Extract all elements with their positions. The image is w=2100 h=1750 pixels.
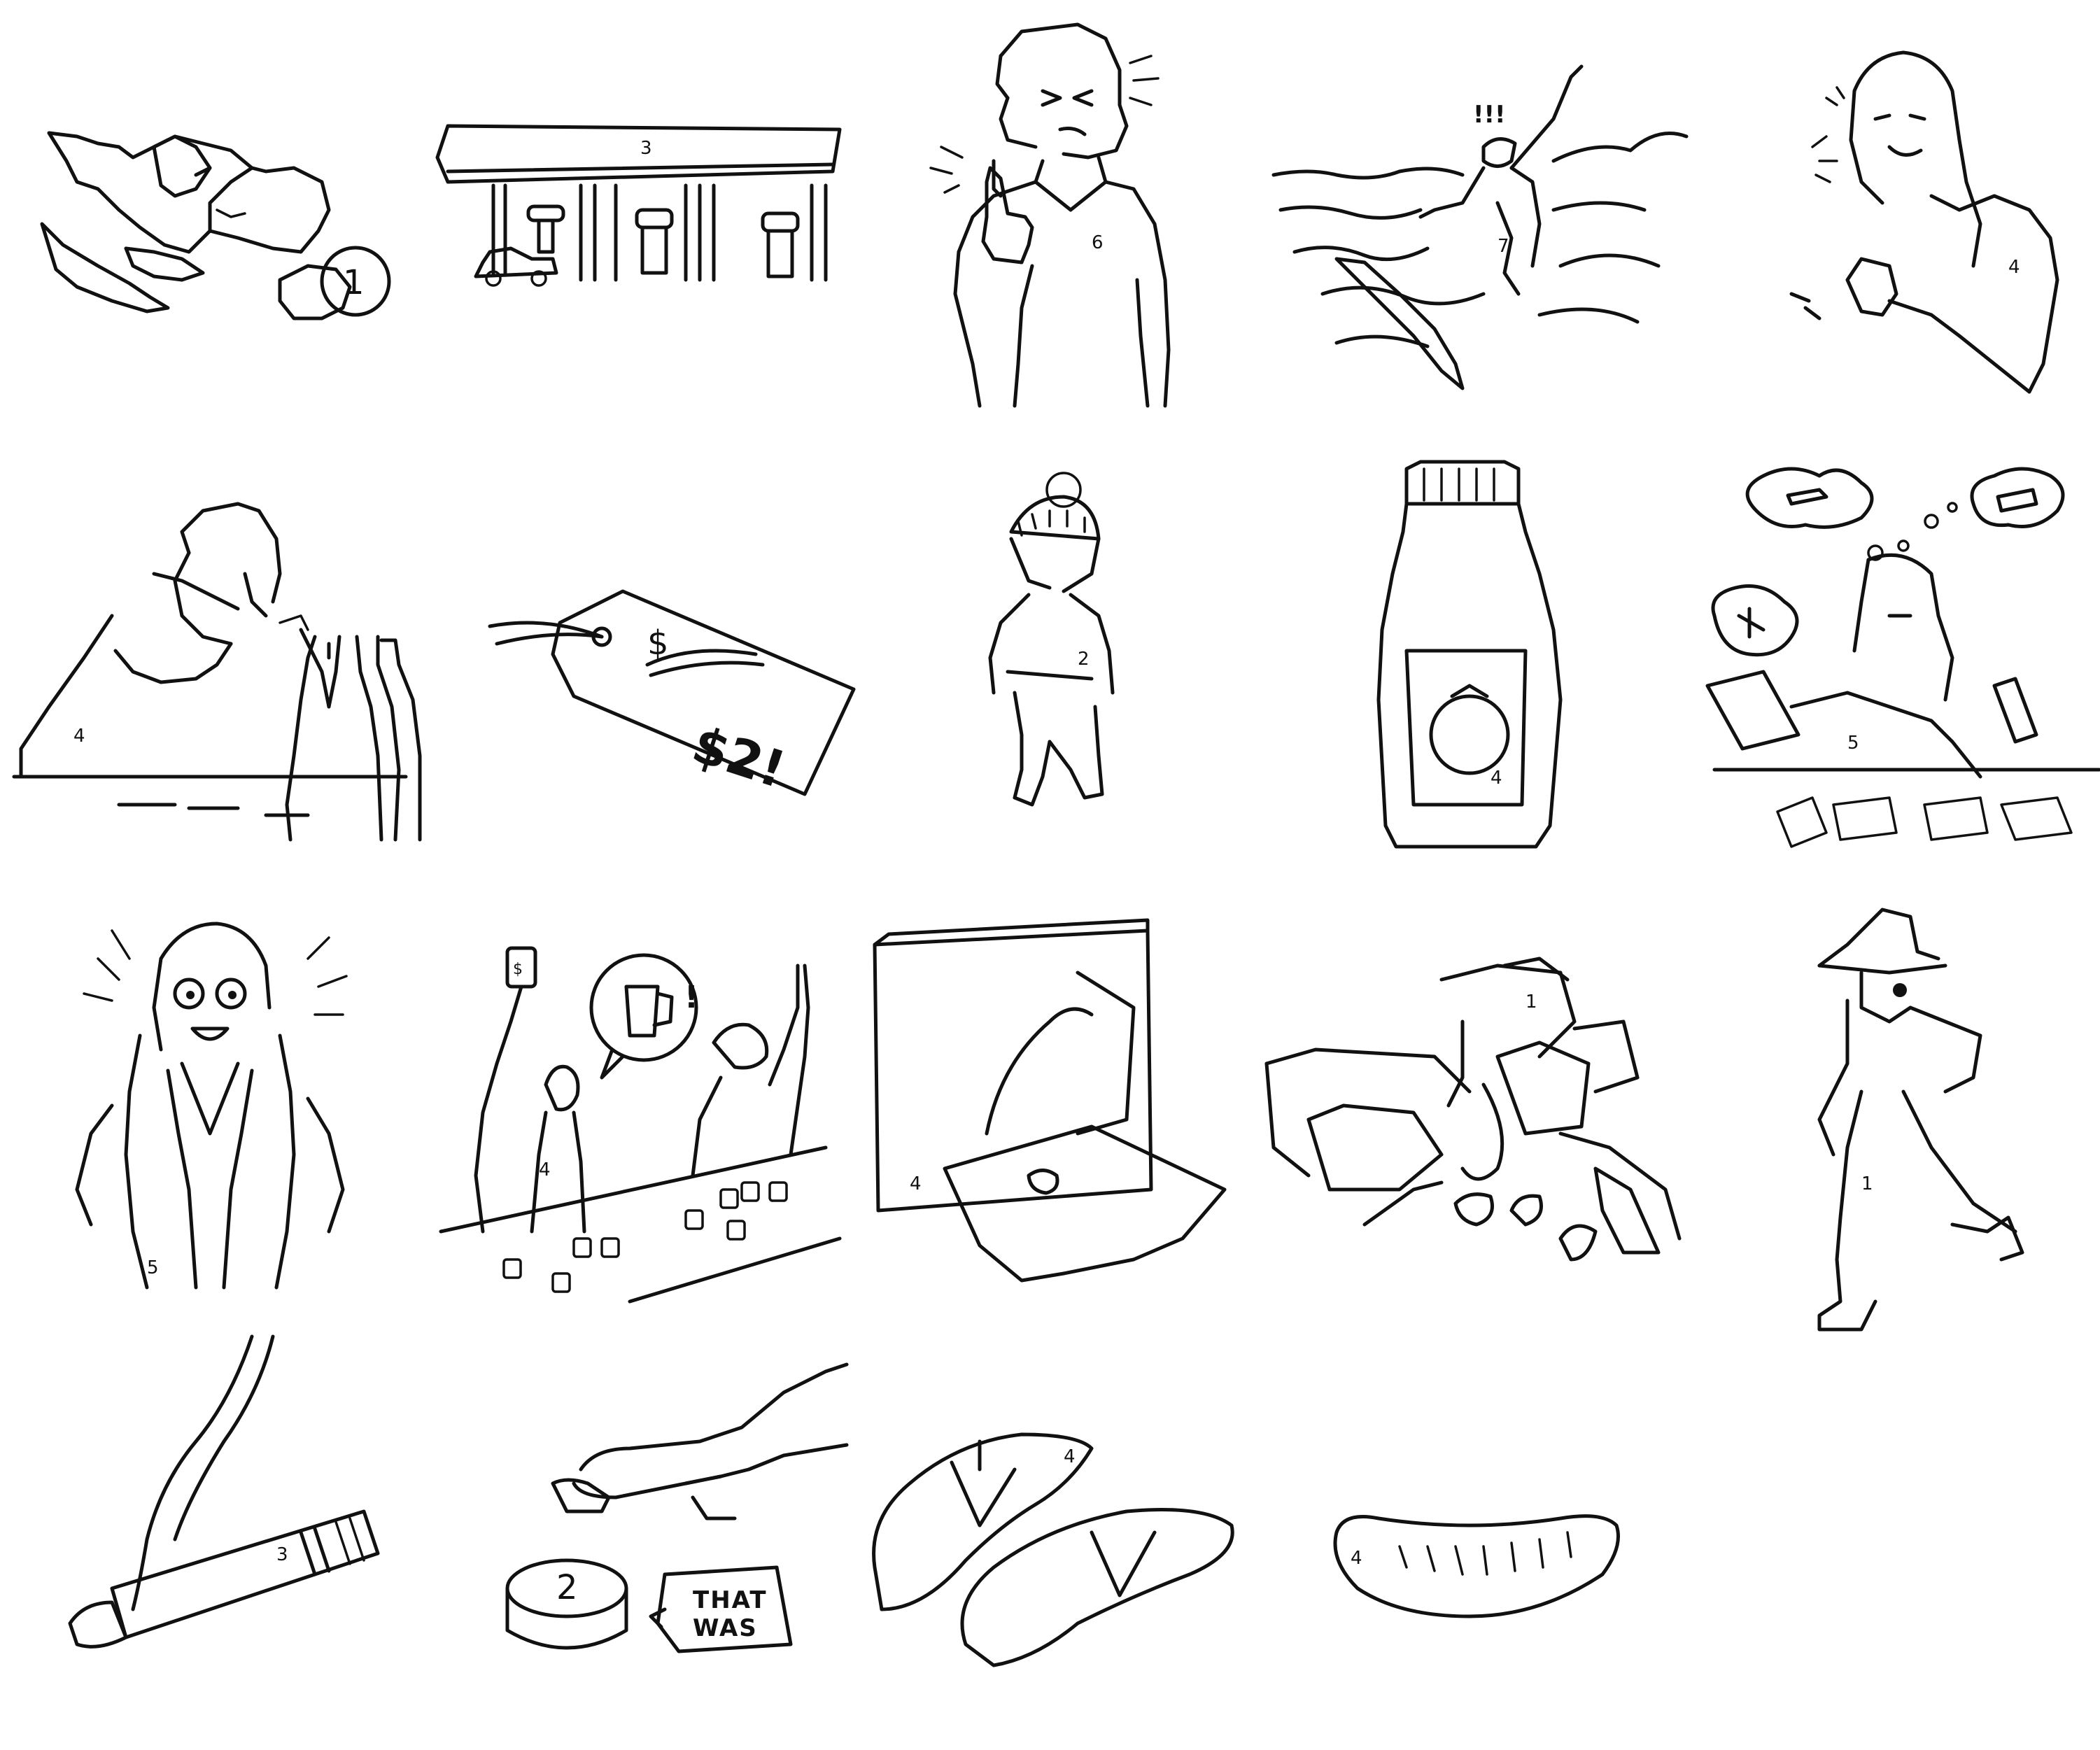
tile-number: 1 (343, 263, 365, 302)
messy-room-illustration: 1 (1264, 957, 1682, 1262)
tile-number: 4 (539, 1159, 551, 1180)
bar-cheer-illustration: $ ! 4 (439, 946, 842, 1304)
tile-number: 4 (1351, 1548, 1362, 1569)
cigarette-illustration: 3 (68, 1334, 380, 1649)
button-label: 2 (556, 1568, 578, 1607)
new-price: $2! (686, 714, 792, 799)
hungover-man-illustration: 4 (12, 502, 422, 842)
button-press-illustration: 2 THAT WAS (505, 1362, 849, 1653)
tile-number: 3 (276, 1544, 288, 1565)
speech-text-line1: THAT (693, 1586, 768, 1614)
thumbs-up-man-illustration: 6 (929, 22, 1171, 408)
tile-number: 4 (1064, 1446, 1076, 1467)
gas-station-illustration: 3 (435, 124, 842, 287)
price-tag-illustration: $ $2! (488, 589, 856, 799)
tile-number: 3 (640, 138, 652, 159)
exclamation-marks: !!! (1473, 101, 1506, 129)
tile-number: 4 (1491, 768, 1502, 789)
tile-number: 6 (1092, 232, 1104, 253)
tile-number: 5 (147, 1257, 159, 1278)
tile-number: 4 (2008, 257, 2020, 278)
ketchup-bottle-illustration: 4 (1376, 460, 1563, 849)
tile-number: 4 (73, 726, 85, 747)
whoopee-cushion-illustration: 4 (873, 918, 1227, 1283)
toddler-winter-illustration: 2 (988, 472, 1115, 807)
tile-number: 4 (910, 1173, 922, 1194)
svg-text:$: $ (513, 961, 523, 978)
tile-number: 2 (1078, 649, 1090, 670)
tile-number: 1 (1861, 1173, 1873, 1194)
woman-spilling-drink-illustration: 4 (1789, 50, 2059, 394)
tile-number: 5 (1847, 733, 1859, 754)
flip-flops-illustration: 4 (872, 1432, 1234, 1667)
spy-detective-illustration: 1 (1817, 908, 2024, 1332)
surfer-wipeout-illustration: !!! 7 (1271, 64, 1689, 390)
tile-number: 1 (1525, 992, 1537, 1012)
shocked-woman-illustration: 5 (75, 922, 348, 1290)
stressed-woman-illustration: 5 (1705, 467, 2100, 848)
eggshells-illustration: 1 (40, 131, 391, 320)
speech-exclaim: ! (684, 980, 698, 1015)
sausage-illustration: 4 (1333, 1514, 1620, 1618)
speech-text-line2: WAS (693, 1614, 758, 1642)
tile-number: 7 (1498, 236, 1509, 257)
